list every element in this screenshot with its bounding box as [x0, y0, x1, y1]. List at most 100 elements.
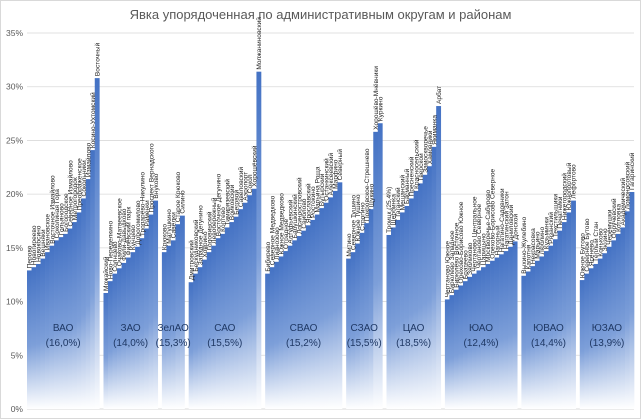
district-label: Выхино-Жулебино	[520, 216, 528, 273]
district-bar	[485, 263, 491, 409]
district-label: Дорогомилово	[135, 200, 142, 245]
district-label: Лосиноостровский	[295, 177, 303, 234]
district-label: Ново-Переделкино	[108, 220, 115, 279]
district-bar	[490, 260, 495, 409]
district-bar	[611, 240, 617, 409]
district-label: Метрогородок	[72, 177, 79, 220]
district-label: Мещанский	[399, 175, 407, 211]
district-label: Западное Дегунино	[197, 205, 204, 265]
district-bar	[130, 252, 136, 409]
district-label: Марьина Роща	[315, 166, 322, 212]
district-bar	[422, 174, 428, 409]
district-label: Нижегородский	[561, 173, 569, 220]
district-label: Таганский	[394, 187, 402, 218]
district-label: Капотня	[526, 244, 533, 269]
district-bar	[224, 227, 230, 409]
district-bar	[543, 251, 549, 409]
group-label: ЗелАО	[158, 323, 190, 334]
district-bar	[305, 225, 311, 409]
district-bar	[242, 202, 248, 409]
district-bar	[355, 243, 361, 409]
district-bar	[427, 166, 433, 409]
district-bar	[108, 281, 113, 409]
district-labels: ПеровоНовогиреевоНовокосиноВешнякиИванов…	[27, 17, 636, 298]
district-label: Печатники	[557, 196, 564, 228]
y-tick-label: 0%	[11, 404, 24, 414]
district-label: Лефортово	[571, 164, 578, 199]
district-bar	[170, 240, 176, 409]
district-label: Обручевский	[610, 198, 618, 238]
district-bar	[175, 224, 181, 409]
district-bar	[597, 258, 603, 409]
group-turnout: (14,4%)	[531, 338, 566, 349]
district-bar	[521, 275, 527, 409]
district-bar	[431, 146, 437, 409]
district-label: Раменки	[144, 200, 151, 227]
district-label: Покровское-Стрешнево	[364, 148, 371, 221]
district-bar	[359, 232, 365, 409]
district-label: Силино	[180, 190, 187, 214]
district-label: Тверской	[417, 153, 425, 181]
district-label: Молжаниновский	[255, 17, 263, 70]
district-bar	[539, 256, 545, 409]
district-bar	[444, 299, 450, 409]
district-label: Свиблово	[300, 198, 308, 228]
district-label: Гагаринский	[628, 152, 636, 190]
group-label: СВАО	[290, 323, 318, 334]
district-bar	[94, 78, 100, 410]
district-bar	[27, 270, 32, 409]
district-bar	[166, 245, 172, 409]
district-bar	[314, 214, 320, 409]
district-label: Фили-Давыдково	[121, 208, 128, 261]
y-tick-label: 10%	[6, 297, 23, 307]
district-bar	[144, 228, 150, 409]
district-bar	[287, 245, 293, 409]
district-label: Орехово-Борисово Северное	[490, 168, 497, 258]
district-bar	[193, 273, 199, 409]
district-bar	[364, 223, 370, 409]
district-label: Восточный	[93, 42, 101, 76]
district-bar	[472, 273, 477, 409]
district-label: Академический	[619, 178, 627, 226]
district-label: Чертаново Южное	[445, 241, 452, 298]
group-turnout: (12,4%)	[464, 338, 499, 349]
district-bar	[238, 209, 244, 409]
district-bar	[606, 246, 612, 409]
district-label: Ломоносовский	[624, 161, 632, 209]
district-bar	[202, 259, 208, 409]
district-bar	[85, 179, 91, 409]
district-bar	[229, 222, 235, 409]
district-label: Текстильщики	[553, 194, 560, 238]
district-bar	[58, 237, 64, 409]
district-label: Зюзино	[602, 228, 609, 251]
district-label: Коптево	[220, 207, 227, 232]
district-bar	[436, 106, 442, 410]
district-bar	[247, 195, 253, 409]
district-bar	[323, 202, 329, 409]
district-label: Савёловский	[237, 167, 245, 208]
district-label: Сокольники	[81, 160, 88, 196]
district-bar	[81, 198, 87, 409]
district-label: Новокосино	[36, 225, 43, 262]
group-label: ЮАО	[469, 323, 493, 334]
district-bar	[233, 216, 239, 409]
district-bar	[90, 150, 96, 409]
district-bar	[409, 198, 414, 409]
district-bar	[404, 205, 410, 409]
district-label: Замоскворечье	[422, 126, 429, 173]
district-label: Бирюлёво Западное	[449, 230, 456, 293]
group-label: ЮВАО	[533, 323, 564, 334]
district-bar	[283, 251, 289, 409]
district-label: Куркино	[377, 96, 384, 121]
district-label: Алексеевский	[327, 153, 335, 196]
district-label: Кунцево	[130, 225, 137, 251]
district-label: Очаково-Матвеевское	[117, 198, 124, 266]
district-label: Зябликово	[466, 242, 474, 275]
district-bar	[76, 212, 82, 409]
district-label: Перово	[27, 245, 34, 268]
district-bar	[449, 295, 455, 409]
district-label: Хамовники	[427, 130, 434, 164]
district-label: Косино-Ухтомский	[89, 92, 97, 148]
district-label: Северное Тушино	[350, 195, 357, 251]
district-bar	[45, 252, 50, 409]
